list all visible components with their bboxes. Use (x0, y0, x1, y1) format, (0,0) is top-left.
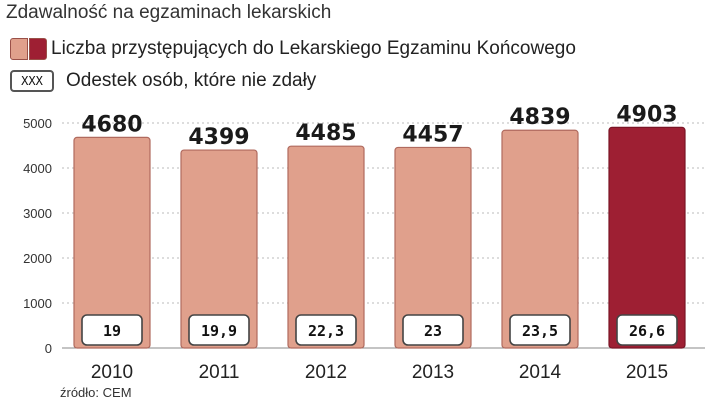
bar-value-label: 4680 (81, 112, 142, 137)
bar (73, 136, 151, 349)
fail-percent-label: 19,9 (201, 322, 237, 340)
legend-swatch-dark (29, 38, 47, 60)
bar (180, 149, 258, 349)
y-tick-label: 3000 (23, 206, 52, 221)
x-tick-label: 2011 (199, 362, 240, 383)
fail-percent-label: 23 (424, 322, 442, 340)
y-tick-label: 2000 (23, 251, 52, 266)
y-tick-label: 4000 (23, 161, 52, 176)
bar (394, 146, 472, 349)
x-tick-label: 2013 (412, 362, 454, 383)
bar-value-label: 4903 (616, 102, 677, 127)
bar-value-label: 4399 (188, 125, 249, 150)
x-tick-label: 2015 (626, 362, 668, 383)
fail-percent-box (402, 314, 464, 346)
y-tick-label: 0 (45, 341, 52, 356)
legend-bars: Liczba przystępujących do Lekarskiego Eg… (10, 38, 576, 60)
legend-box-label: Odestek osób, które nie zdały (66, 70, 317, 91)
bar-value-label: 4839 (509, 105, 570, 130)
fail-percent-label: 22,3 (308, 322, 344, 340)
bar (608, 126, 686, 349)
fail-percent-box (188, 314, 250, 346)
legend-box: XXX Odestek osób, które nie zdały (10, 70, 316, 92)
fail-percent-box (295, 314, 357, 346)
x-tick-label: 2010 (91, 362, 133, 383)
x-tick-label: 2014 (519, 362, 562, 383)
x-tick-label: 2012 (305, 362, 347, 383)
fail-percent-box (616, 314, 678, 346)
bar (287, 145, 365, 349)
fail-percent-label: 23,5 (522, 322, 558, 340)
bar (501, 129, 579, 349)
legend-box-symbol: XXX (10, 70, 54, 92)
y-tick-label: 1000 (23, 296, 52, 311)
fail-percent-label: 19 (103, 322, 121, 340)
fail-percent-box (509, 314, 571, 346)
legend-bars-label: Liczba przystępujących do Lekarskiego Eg… (51, 38, 576, 59)
source-note: źródło: CEM (60, 385, 132, 400)
fail-percent-box (81, 314, 143, 346)
fail-percent-label: 26,6 (629, 322, 665, 340)
legend-swatch-light (10, 38, 28, 60)
bar-value-label: 4457 (402, 122, 463, 147)
bar-value-label: 4485 (295, 121, 356, 146)
chart-title: Zdawalność na egzaminach lekarskich (6, 2, 332, 23)
y-tick-label: 5000 (23, 116, 52, 131)
